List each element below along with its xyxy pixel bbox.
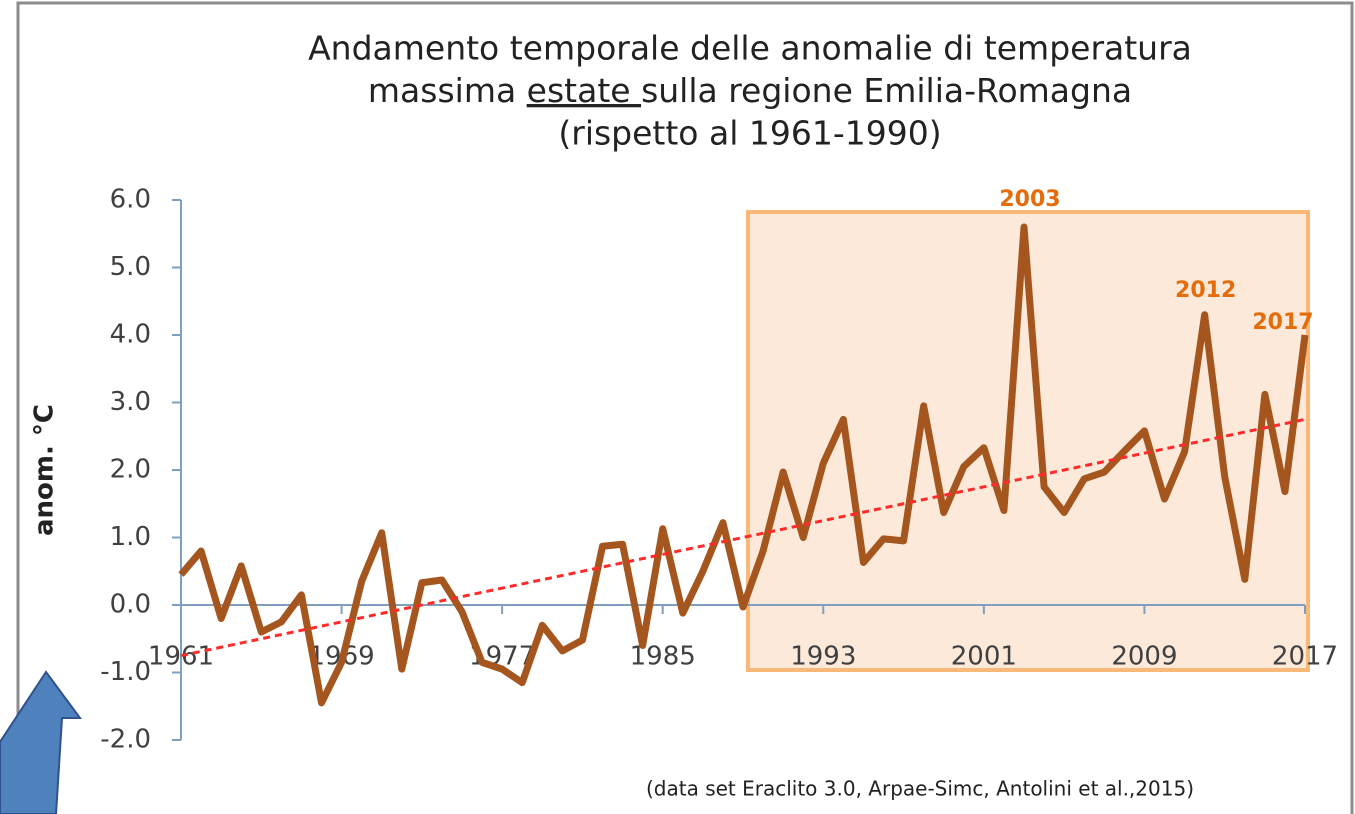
title-line: Andamento temporale delle anomalie di te… bbox=[308, 29, 1192, 68]
x-tick-label: 1993 bbox=[790, 642, 856, 672]
x-tick-label: 2001 bbox=[951, 642, 1017, 672]
data-line bbox=[178, 223, 1309, 707]
y-tick-label: -1.0 bbox=[100, 657, 151, 687]
y-axis-label: anom. °C bbox=[30, 404, 60, 536]
x-tick-label: 1961 bbox=[148, 642, 214, 672]
annotation: 2017 bbox=[1252, 310, 1313, 335]
annotation: 2003 bbox=[999, 187, 1060, 212]
title-line: massima estate sulla regione Emilia-Roma… bbox=[368, 71, 1132, 110]
y-tick-label: -2.0 bbox=[100, 725, 151, 755]
y-tick-label: 4.0 bbox=[110, 320, 151, 350]
y-tick-label: 3.0 bbox=[110, 387, 151, 417]
y-tick-label: 2.0 bbox=[110, 455, 151, 485]
x-tick-label: 2009 bbox=[1111, 642, 1177, 672]
y-tick-label: 6.0 bbox=[110, 185, 151, 215]
source-note: (data set Eraclito 3.0, Arpae-Simc, Anto… bbox=[646, 777, 1194, 801]
y-tick-label: 1.0 bbox=[110, 522, 151, 552]
annotation: 2012 bbox=[1175, 278, 1236, 303]
title-line: (rispetto al 1961-1990) bbox=[558, 114, 941, 153]
arrow bbox=[0, 670, 82, 814]
title-part: estate bbox=[527, 71, 641, 110]
x-tick-label: 2017 bbox=[1272, 642, 1338, 672]
y-tick-label: 0.0 bbox=[110, 590, 151, 620]
frame bbox=[16, 1, 1354, 814]
y-tick-label: 5.0 bbox=[110, 252, 151, 282]
title-part: massima bbox=[368, 71, 527, 110]
title-part: sulla regione Emilia-Romagna bbox=[641, 71, 1132, 110]
